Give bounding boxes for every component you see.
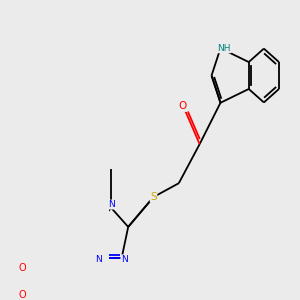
Text: N: N [108,200,115,209]
Text: O: O [19,290,26,300]
Text: NH: NH [218,44,231,53]
Text: S: S [150,192,157,202]
Text: O: O [178,101,187,111]
Text: N: N [121,255,128,264]
Text: N: N [95,255,101,264]
Text: O: O [19,263,26,273]
